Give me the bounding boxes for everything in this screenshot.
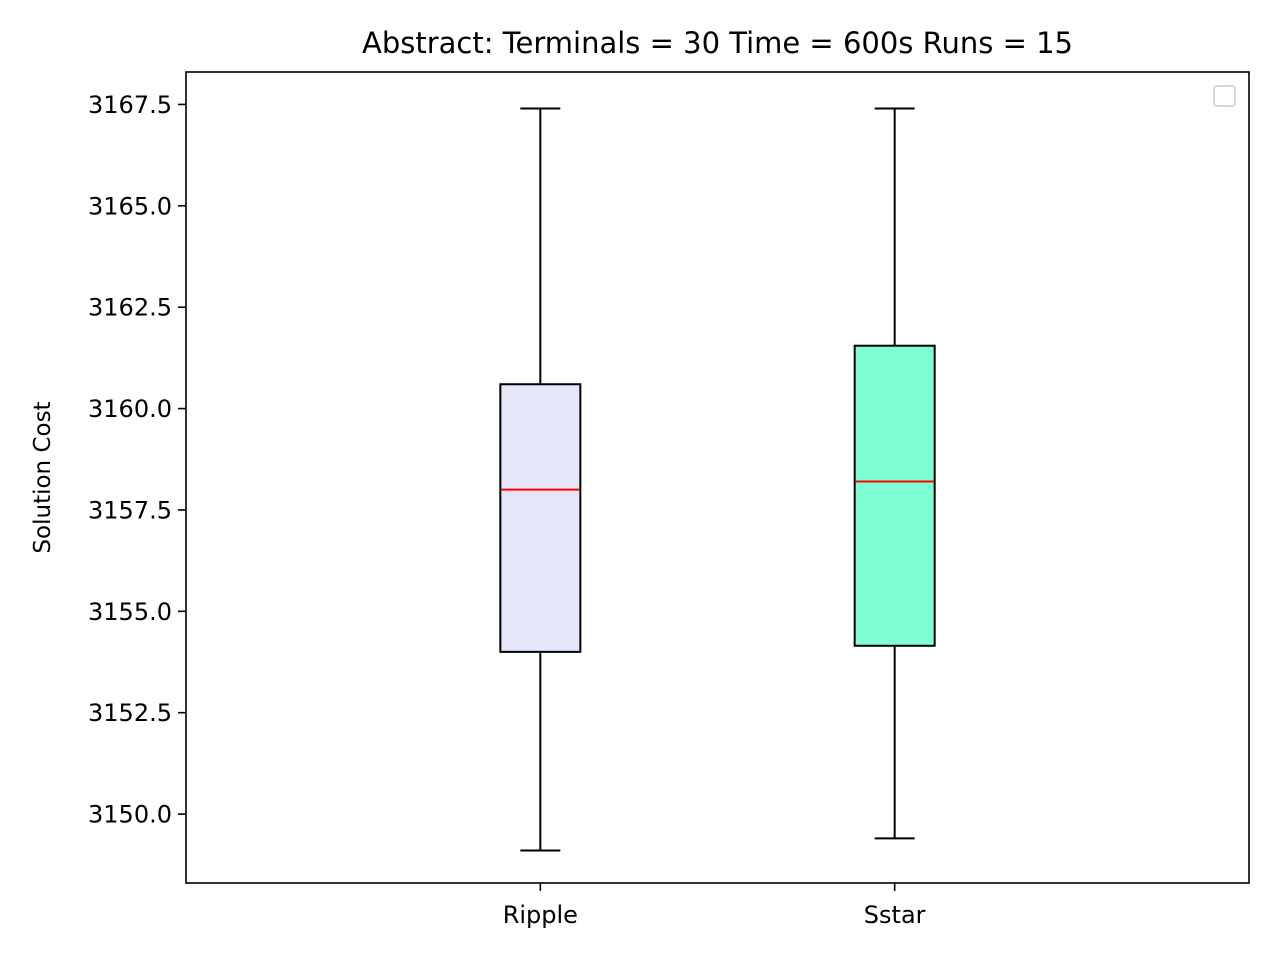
y-tick-label: 3162.5 [88, 294, 172, 322]
iqr-box [499, 383, 582, 653]
y-axis-title: Solution Cost [30, 401, 56, 553]
y-tick-label: 3160.0 [88, 395, 172, 423]
x-tick-label: Sstar [864, 901, 926, 929]
y-tick-label: 3157.5 [88, 496, 172, 524]
box-group [853, 107, 936, 840]
plot-area-frame [185, 71, 1250, 884]
legend-box [1213, 85, 1236, 107]
y-tick-label: 3152.5 [88, 699, 172, 727]
x-axis-ticks: Ripple Sstar [503, 883, 926, 929]
box-group [499, 107, 582, 852]
y-tick-label: 3155.0 [88, 598, 172, 626]
x-tick-label: Ripple [503, 901, 578, 929]
y-tick-label: 3165.0 [88, 192, 172, 220]
y-tick-label: 3150.0 [88, 801, 172, 829]
y-tick-label: 3167.5 [88, 91, 172, 119]
y-axis-ticks: 3150.0 3152.5 3155.0 3157.5 3160.0 3162.5 3165… [88, 91, 186, 829]
iqr-box [853, 344, 936, 647]
chart-title: Abstract: Terminals = 30 Time = 600s Run… [362, 26, 1073, 60]
boxes-layer [499, 107, 936, 852]
